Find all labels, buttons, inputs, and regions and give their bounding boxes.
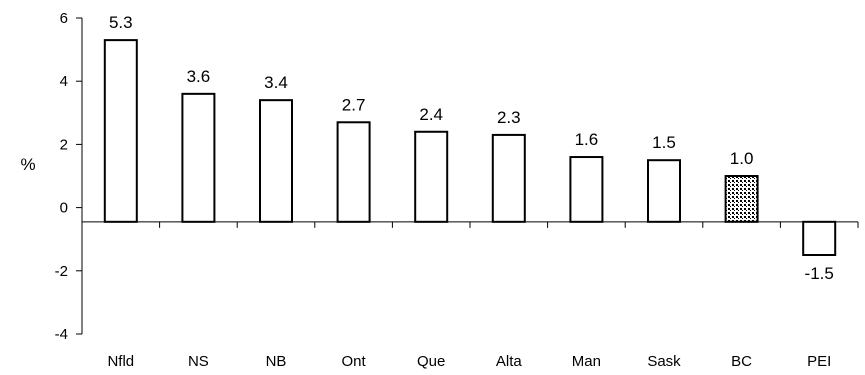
bar-pei bbox=[802, 220, 837, 257]
y-tick-label: 6 bbox=[60, 10, 68, 27]
y-tick-label: -2 bbox=[55, 263, 68, 280]
bar-sask bbox=[647, 159, 681, 223]
data-label-nb: 3.4 bbox=[264, 73, 288, 92]
category-label-bc: BC bbox=[731, 353, 752, 370]
y-tick-label: 2 bbox=[60, 136, 68, 153]
category-label-alta: Alta bbox=[496, 353, 523, 370]
bar-alta bbox=[491, 133, 526, 223]
bar-nfld bbox=[103, 39, 138, 223]
category-label-nfld: Nfld bbox=[107, 353, 134, 370]
category-label-nb: NB bbox=[266, 353, 287, 370]
category-label-que: Que bbox=[417, 353, 445, 370]
bar-que bbox=[414, 130, 449, 223]
bar-ont bbox=[336, 121, 371, 223]
bar-bc bbox=[724, 175, 759, 223]
category-label-ont: Ont bbox=[342, 353, 367, 370]
data-label-nfld: 5.3 bbox=[109, 13, 133, 32]
y-tick-label: -4 bbox=[55, 326, 68, 343]
data-label-bc: 1.0 bbox=[730, 149, 754, 168]
y-tick-label: 0 bbox=[60, 200, 68, 217]
data-label-alta: 2.3 bbox=[497, 108, 521, 127]
y-axis-title: % bbox=[20, 155, 35, 174]
bar-ns bbox=[181, 92, 216, 223]
data-label-sask: 1.5 bbox=[652, 133, 676, 152]
bar-nb bbox=[259, 99, 293, 223]
data-label-ns: 3.6 bbox=[187, 67, 211, 86]
bar-man bbox=[569, 156, 604, 223]
category-label-man: Man bbox=[572, 353, 601, 370]
category-label-ns: NS bbox=[188, 353, 209, 370]
data-label-ont: 2.7 bbox=[342, 95, 366, 114]
data-label-pei: -1.5 bbox=[805, 264, 834, 283]
category-label-sask: Sask bbox=[647, 353, 681, 370]
y-tick-label: 4 bbox=[60, 73, 68, 90]
data-label-que: 2.4 bbox=[419, 105, 443, 124]
category-label-pei: PEI bbox=[807, 353, 831, 370]
data-label-man: 1.6 bbox=[575, 130, 599, 149]
